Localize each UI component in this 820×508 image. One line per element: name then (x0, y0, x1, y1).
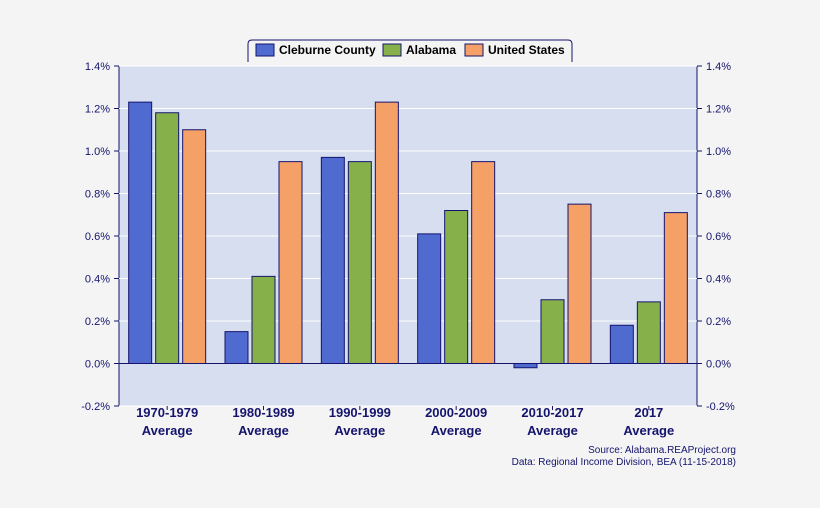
bar-cleburne (320, 156, 345, 364)
x-tick-label: 2000-2009 (425, 405, 487, 420)
legend: Cleburne County Alabama United States (247, 39, 573, 62)
y-tick-label-right: 0.6% (706, 231, 731, 243)
grid-lines (119, 65, 697, 407)
bar-cleburne (128, 101, 153, 364)
y-tick-label-right: 0.0% (706, 359, 731, 371)
y-tick-label-left: 0.0% (85, 359, 110, 371)
y-tick-label-left: 1.4% (85, 61, 110, 73)
x-tick-label: Average (431, 423, 482, 438)
x-tick-label: 1970-1979 (136, 405, 198, 420)
source-line-1: Source: Alabama.REAProject.org (588, 445, 736, 456)
x-tick-label: Average (527, 423, 578, 438)
legend-swatch-united-states (464, 43, 484, 57)
y-tick-label-left: -0.2% (81, 401, 110, 413)
bar-united-states (182, 129, 207, 364)
y-axis-right: -0.2% 0.0% 0.2% 0.4% 0.6% 0.8% 1.0% 1.2% 1.4% (697, 61, 735, 413)
x-tick-label: 2010-2017 (521, 405, 583, 420)
bar-alabama (155, 112, 180, 364)
bar-alabama (444, 210, 469, 364)
x-tick-label: Average (334, 423, 385, 438)
y-tick-label-left: 1.2% (85, 104, 110, 116)
y-tick-label-left: 0.8% (85, 189, 110, 201)
y-tick-label-left: 0.2% (85, 316, 110, 328)
legend-box (247, 39, 573, 62)
bar-cleburne (609, 324, 634, 364)
x-tick-label: 1990-1999 (329, 405, 391, 420)
bar-alabama (636, 301, 661, 364)
legend-swatch-alabama (382, 43, 402, 57)
bar-united-states (567, 203, 592, 364)
x-tick-label: 1980-1989 (232, 405, 294, 420)
x-axis: 1970-1979 Average 1980-1989 Average 1990-199… (136, 405, 674, 438)
y-tick-label-left: 0.4% (85, 274, 110, 286)
y-tick-label-left: 0.6% (85, 231, 110, 243)
bar-united-states (471, 161, 496, 364)
bar-alabama (347, 161, 372, 364)
y-axis-left: -0.2% 0.0% 0.2% 0.4% 0.6% 0.8% 1.0% 1.2% 1.4% (81, 61, 119, 413)
x-tick-label: Average (142, 423, 193, 438)
y-tick-label-right: 1.4% (706, 61, 731, 73)
legend-label-cleburne: Cleburne County (279, 43, 376, 57)
y-tick-label-right: 0.4% (706, 274, 731, 286)
y-tick-label-right: 1.2% (706, 104, 731, 116)
bar-united-states (663, 212, 688, 364)
y-tick-label-right: 0.8% (706, 189, 731, 201)
bar-cleburne (417, 233, 442, 364)
legend-label-alabama: Alabama (406, 43, 456, 57)
bar-alabama (251, 275, 276, 364)
x-tick-label: 2017 (634, 405, 663, 420)
bar-united-states (374, 101, 399, 364)
legend-swatch-cleburne (255, 43, 275, 57)
bar-cleburne (513, 363, 538, 369)
bar-cleburne (224, 331, 249, 364)
source-line-2: Data: Regional Income Division, BEA (11-… (512, 457, 736, 468)
y-tick-label-right: 1.0% (706, 146, 731, 158)
bar-alabama (540, 299, 565, 364)
bars (128, 101, 688, 369)
x-tick-label: Average (238, 423, 289, 438)
bar-united-states (278, 161, 303, 364)
y-tick-label-right: -0.2% (706, 401, 735, 413)
legend-label-united-states: United States (488, 43, 565, 57)
y-tick-label-left: 1.0% (85, 146, 110, 158)
x-tick-label: Average (623, 423, 674, 438)
y-tick-label-right: 0.2% (706, 316, 731, 328)
